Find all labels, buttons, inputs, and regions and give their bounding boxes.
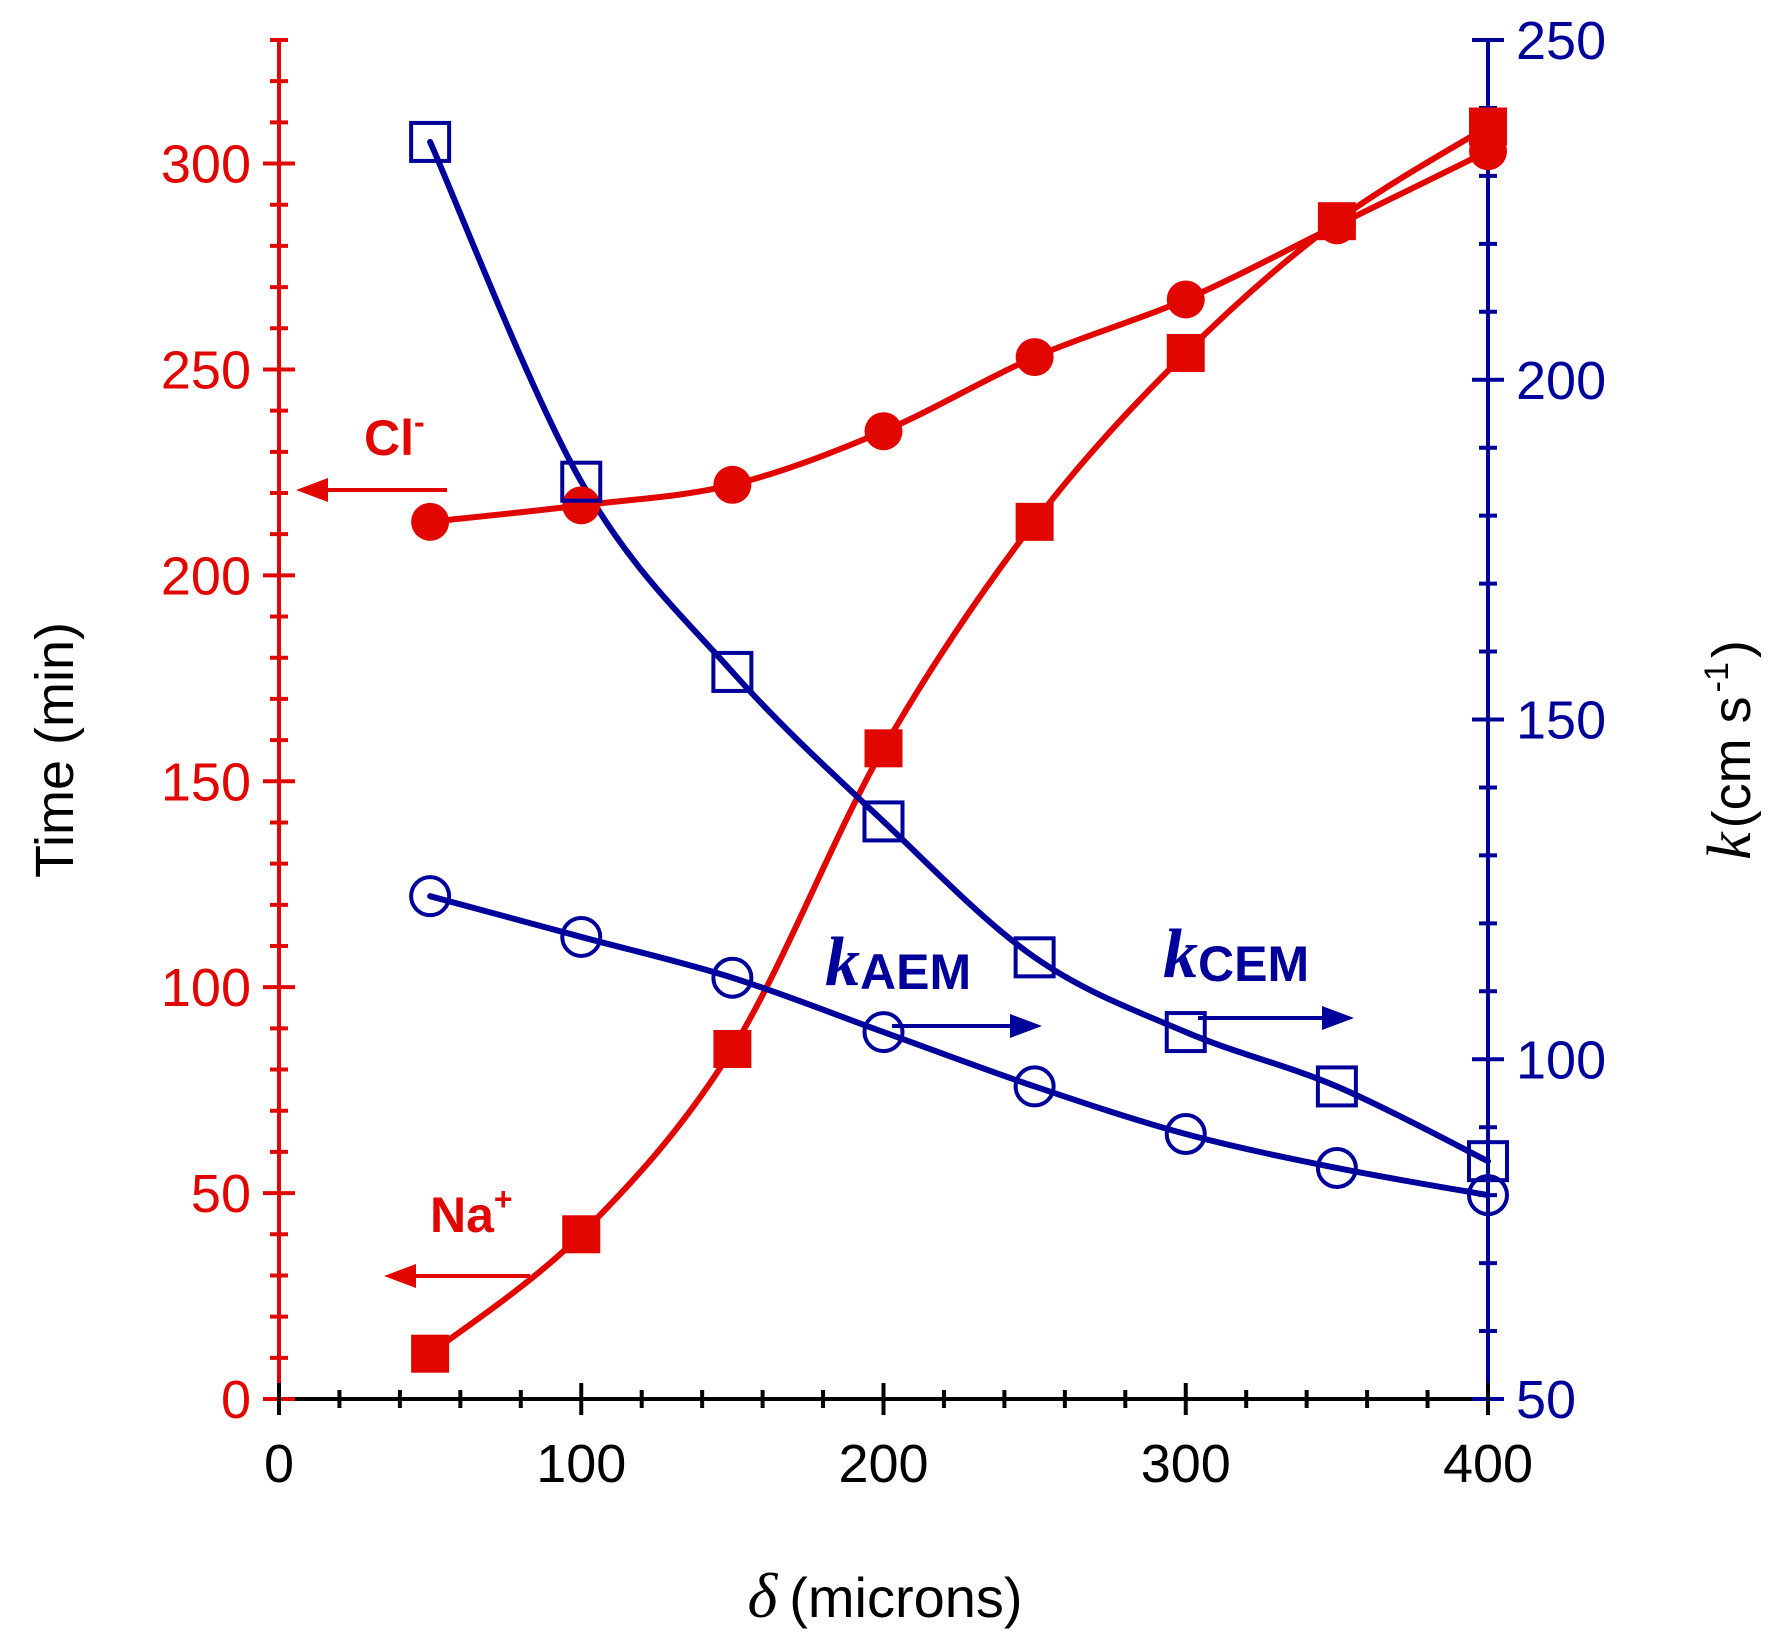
- data-point-na: [1166, 333, 1205, 372]
- annotation-na: Na+: [384, 1181, 530, 1288]
- data-point-kaem: [862, 1011, 905, 1054]
- x-axis-title-symbol: δ: [747, 1560, 778, 1631]
- data-point-cl: [713, 465, 752, 504]
- data-point-cl: [864, 412, 903, 451]
- data-point-kaem: [409, 875, 452, 918]
- x-axis-title: δ (microns): [747, 1560, 1022, 1631]
- data-point-na: [562, 1215, 601, 1254]
- y-right-tick-label: 100: [1516, 1030, 1606, 1090]
- annotation-na-sup: +: [494, 1181, 513, 1217]
- lines-layer: [427, 123, 1491, 1357]
- annotation-cl-arrow-head: [296, 478, 328, 502]
- series-line-kcem: [427, 138, 1491, 1165]
- data-point-kaem: [560, 915, 603, 958]
- y-left-tick-label: 300: [161, 135, 251, 195]
- x-axis-title-unit: (microns): [789, 1566, 1022, 1629]
- annotation-kcem-base: k: [1163, 916, 1198, 993]
- y-left-tick-label: 100: [161, 958, 251, 1018]
- annotation-kaem-base: k: [825, 924, 860, 1001]
- x-tick-label: 200: [838, 1434, 928, 1494]
- data-point-kaem: [1164, 1112, 1207, 1155]
- data-point-kcem: [1315, 1065, 1358, 1108]
- y-right-tick-label: 150: [1516, 691, 1606, 751]
- annotation-cl-label: Cl-: [364, 404, 425, 466]
- annotation-cl-sup: -: [414, 404, 425, 440]
- data-point-na: [864, 729, 903, 768]
- annotation-kaem-label: kAEM: [825, 924, 971, 1001]
- data-point-kaem: [1467, 1174, 1509, 1217]
- y-right-tick-label: 50: [1516, 1370, 1576, 1430]
- data-point-kcem: [862, 800, 905, 843]
- series-line-na: [427, 123, 1491, 1357]
- annotation-kaem: kAEM: [825, 924, 1042, 1038]
- y-right-title-sup: -1: [1698, 662, 1736, 692]
- y-left-tick-label: 200: [161, 546, 251, 606]
- data-point-na: [1015, 502, 1054, 541]
- data-point-kcem: [1467, 1140, 1509, 1183]
- data-point-na: [713, 1029, 752, 1068]
- data-point-kaem: [711, 956, 754, 999]
- y-right-tick-label: 250: [1516, 11, 1606, 71]
- y-left-axis-title: Time (min): [25, 622, 85, 878]
- data-point-na: [1469, 107, 1507, 146]
- y-left-tick-label: 150: [161, 752, 251, 812]
- y-right-axis-title: k (cm s -1 ): [1696, 640, 1764, 860]
- annotation-na-label: Na+: [430, 1181, 513, 1243]
- annotation-kaem-sub: AEM: [860, 944, 971, 1000]
- y-right-title-close: ): [1702, 640, 1762, 658]
- x-tick-label: 400: [1443, 1434, 1533, 1494]
- data-point-kcem: [711, 650, 754, 693]
- annotation-cl-base: Cl: [364, 410, 414, 466]
- data-point-cl: [1166, 280, 1205, 319]
- y-right-tick-label: 200: [1516, 351, 1606, 411]
- annotation-kcem-label: kCEM: [1163, 916, 1309, 993]
- data-point-kcem: [1013, 936, 1056, 979]
- y-left-tick-label: 250: [161, 340, 251, 400]
- y-right-title-symbol: k: [1696, 831, 1764, 860]
- annotation-kaem-arrow-head: [1010, 1014, 1042, 1038]
- annotation-kcem-arrow-head: [1322, 1006, 1354, 1030]
- x-tick-label: 300: [1141, 1434, 1231, 1494]
- data-point-kcem: [1164, 1011, 1207, 1054]
- data-point-na: [411, 1334, 450, 1373]
- annotation-cl: Cl-: [296, 404, 447, 502]
- y-right-title-unit: (cm s: [1702, 696, 1762, 828]
- data-point-kaem: [1315, 1146, 1358, 1189]
- data-point-kaem: [1013, 1065, 1056, 1108]
- data-point-cl: [562, 486, 601, 525]
- data-point-kcem: [560, 460, 603, 503]
- data-point-kcem: [409, 120, 452, 163]
- annotation-na-arrow-head: [384, 1264, 416, 1288]
- y-left-tick-label: 0: [221, 1370, 251, 1430]
- annotation-kcem-sub: CEM: [1198, 936, 1309, 992]
- x-tick-label: 0: [264, 1434, 294, 1494]
- data-point-na: [1317, 202, 1356, 241]
- data-point-cl: [1015, 338, 1054, 377]
- data-point-cl: [411, 502, 450, 541]
- markers-layer: [409, 107, 1509, 1373]
- ticks-layer: 0 50 100 150 200 250 300 50 100 150 200 250 0 100 200 3…: [161, 11, 1606, 1494]
- annotation-na-base: Na: [430, 1187, 495, 1243]
- y-left-tick-label: 50: [191, 1164, 251, 1224]
- x-tick-label: 100: [536, 1434, 626, 1494]
- annotation-kcem: kCEM: [1163, 916, 1354, 1030]
